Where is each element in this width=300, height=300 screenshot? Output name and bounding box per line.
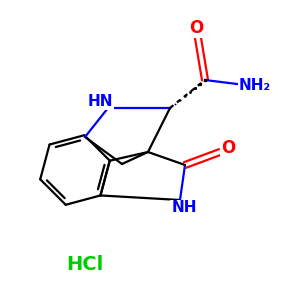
Text: NH₂: NH₂ (239, 77, 271, 92)
Text: O: O (221, 139, 235, 157)
Text: HCl: HCl (66, 256, 103, 274)
Text: NH: NH (171, 200, 197, 215)
Text: HN: HN (87, 94, 113, 110)
Text: O: O (189, 19, 203, 37)
